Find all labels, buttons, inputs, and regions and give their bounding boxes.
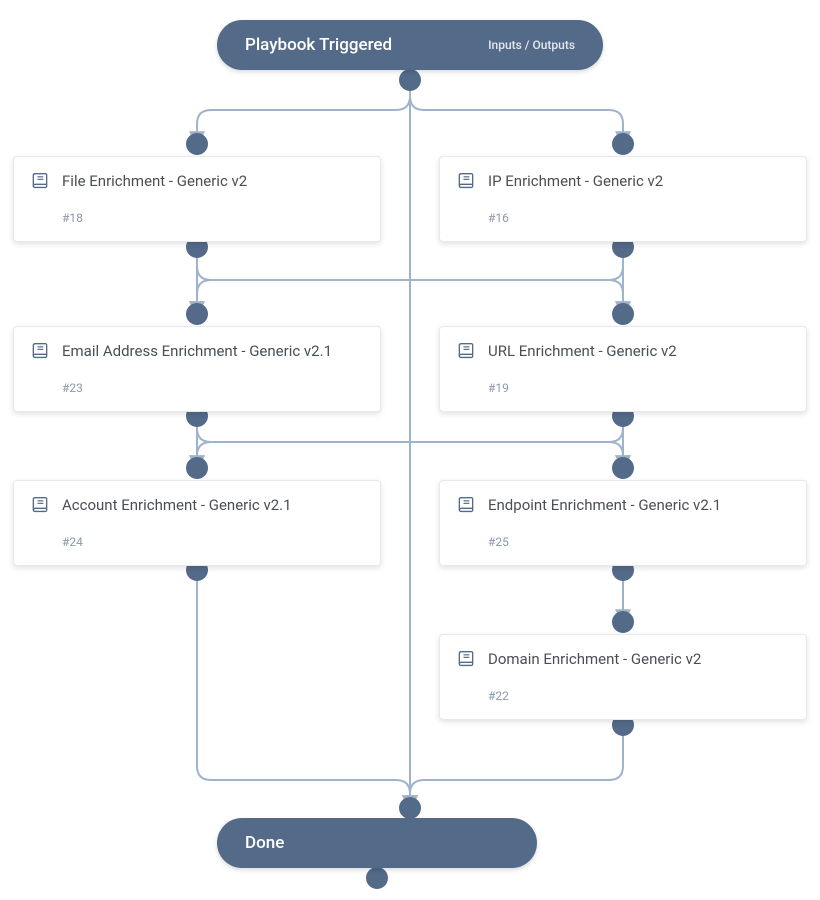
playbook-icon xyxy=(30,495,50,515)
inputs-outputs-link[interactable]: Inputs / Outputs xyxy=(488,38,575,52)
edge xyxy=(197,416,623,468)
port-end_out xyxy=(366,867,388,889)
playbook-flowchart: File Enrichment - Generic v2 #18 IP Enric… xyxy=(0,0,820,900)
edge xyxy=(197,570,410,808)
port-end_in xyxy=(399,797,421,819)
task-tag: #25 xyxy=(488,535,790,549)
end-node[interactable]: Done xyxy=(217,818,537,868)
task-tag: #24 xyxy=(62,535,364,549)
task-card-c1[interactable]: File Enrichment - Generic v2 #18 xyxy=(13,156,381,242)
start-title: Playbook Triggered xyxy=(245,35,392,55)
edge xyxy=(197,416,623,468)
edge xyxy=(197,247,623,314)
task-label: Account Enrichment - Generic v2.1 xyxy=(62,495,292,515)
end-title: Done xyxy=(245,833,284,853)
port-start_out xyxy=(399,69,421,91)
playbook-icon xyxy=(456,495,476,515)
port-c5_in xyxy=(186,457,208,479)
task-card-c3[interactable]: Email Address Enrichment - Generic v2.1 #… xyxy=(13,326,381,412)
task-tag: #16 xyxy=(488,211,790,225)
port-c1_in xyxy=(186,133,208,155)
task-tag: #23 xyxy=(62,381,364,395)
edge xyxy=(197,247,623,314)
playbook-icon xyxy=(30,341,50,361)
task-card-c4[interactable]: URL Enrichment - Generic v2 #19 xyxy=(439,326,807,412)
edge xyxy=(410,725,623,808)
playbook-icon xyxy=(456,341,476,361)
task-card-c6[interactable]: Endpoint Enrichment - Generic v2.1 #25 xyxy=(439,480,807,566)
edge xyxy=(410,80,623,144)
start-node[interactable]: Playbook Triggered Inputs / Outputs xyxy=(217,20,603,70)
port-c7_in xyxy=(612,611,634,633)
task-tag: #22 xyxy=(488,689,790,703)
task-tag: #19 xyxy=(488,381,790,395)
port-c6_in xyxy=(612,457,634,479)
task-card-c5[interactable]: Account Enrichment - Generic v2.1 #24 xyxy=(13,480,381,566)
playbook-icon xyxy=(456,171,476,191)
port-c2_in xyxy=(612,133,634,155)
port-c4_in xyxy=(612,303,634,325)
task-card-c2[interactable]: IP Enrichment - Generic v2 #16 xyxy=(439,156,807,242)
task-label: Email Address Enrichment - Generic v2.1 xyxy=(62,341,332,361)
playbook-icon xyxy=(30,171,50,191)
task-label: URL Enrichment - Generic v2 xyxy=(488,341,677,361)
port-c3_in xyxy=(186,303,208,325)
edges-layer xyxy=(0,0,820,900)
task-card-c7[interactable]: Domain Enrichment - Generic v2 #22 xyxy=(439,634,807,720)
task-label: Endpoint Enrichment - Generic v2.1 xyxy=(488,495,721,515)
playbook-icon xyxy=(456,649,476,669)
task-tag: #18 xyxy=(62,211,364,225)
task-label: IP Enrichment - Generic v2 xyxy=(488,171,663,191)
edge xyxy=(197,80,410,144)
task-label: Domain Enrichment - Generic v2 xyxy=(488,649,701,669)
task-label: File Enrichment - Generic v2 xyxy=(62,171,247,191)
